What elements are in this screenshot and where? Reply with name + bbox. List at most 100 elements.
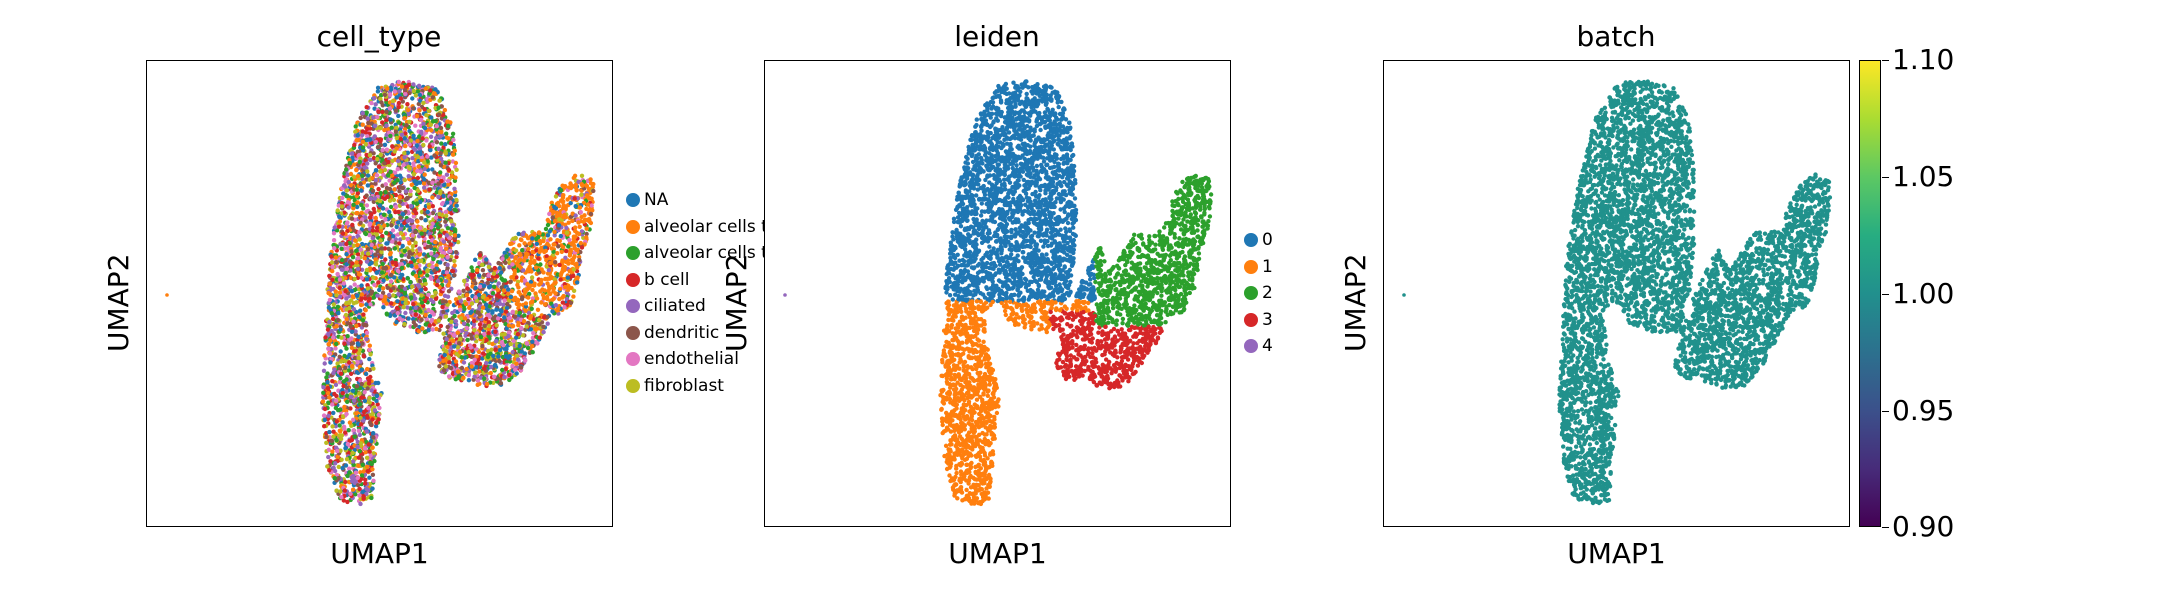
data-point xyxy=(513,295,518,300)
data-point xyxy=(406,263,411,268)
data-point xyxy=(344,346,349,351)
data-point xyxy=(522,241,527,246)
data-point xyxy=(339,201,345,206)
data-point xyxy=(571,288,577,293)
data-point xyxy=(553,260,558,265)
data-point xyxy=(431,306,436,312)
data-point xyxy=(339,335,344,340)
data-point xyxy=(507,298,512,304)
data-point xyxy=(429,276,434,281)
data-point xyxy=(375,85,381,90)
data-point xyxy=(478,326,483,331)
data-point xyxy=(551,296,556,301)
data-point xyxy=(349,345,355,350)
data-point xyxy=(355,266,361,272)
data-point xyxy=(381,278,386,283)
data-point xyxy=(444,131,449,136)
data-point xyxy=(360,462,365,467)
data-point xyxy=(402,286,408,291)
data-point xyxy=(321,385,326,390)
data-point xyxy=(351,243,357,248)
data-point xyxy=(426,328,431,333)
data-point xyxy=(331,238,337,243)
data-point xyxy=(507,259,512,265)
data-point xyxy=(533,248,539,253)
data-point xyxy=(365,126,370,131)
data-point xyxy=(557,262,562,268)
data-point xyxy=(589,203,594,208)
data-point xyxy=(339,457,344,462)
data-point xyxy=(494,307,499,312)
data-point xyxy=(550,309,555,314)
data-point xyxy=(486,308,491,313)
data-point xyxy=(560,300,565,305)
data-point xyxy=(503,366,508,372)
data-point xyxy=(423,286,428,292)
data-point xyxy=(472,374,477,379)
data-point xyxy=(337,366,343,372)
data-point xyxy=(446,355,451,360)
data-point xyxy=(501,288,507,293)
data-point xyxy=(340,414,346,419)
data-point xyxy=(398,184,403,190)
data-point xyxy=(529,344,535,349)
data-point xyxy=(526,295,531,300)
data-point xyxy=(443,160,448,165)
data-point xyxy=(335,361,340,366)
data-point xyxy=(525,345,531,351)
data-point xyxy=(416,83,422,88)
data-point xyxy=(398,275,403,280)
data-point xyxy=(518,237,523,242)
data-point xyxy=(461,360,467,365)
data-point xyxy=(439,178,444,184)
data-point xyxy=(396,120,402,125)
data-point xyxy=(453,175,458,180)
data-point xyxy=(502,332,507,337)
data-point xyxy=(452,233,458,238)
data-point xyxy=(521,258,527,263)
data-point xyxy=(413,296,418,301)
data-point xyxy=(357,486,362,492)
data-point xyxy=(368,453,373,458)
data-point xyxy=(574,247,579,253)
data-point xyxy=(499,340,505,345)
data-point xyxy=(473,370,478,375)
data-point xyxy=(445,265,450,271)
data-point xyxy=(407,227,413,233)
data-point xyxy=(540,232,545,237)
data-point xyxy=(371,435,376,440)
data-point xyxy=(339,246,344,251)
data-point xyxy=(446,136,451,141)
data-point xyxy=(351,462,356,467)
data-point xyxy=(452,344,457,349)
data-point xyxy=(411,172,417,177)
data-point xyxy=(370,235,375,241)
data-point xyxy=(324,440,329,445)
data-point xyxy=(358,501,363,507)
data-point xyxy=(351,174,357,179)
data-point xyxy=(356,351,362,356)
data-point xyxy=(334,341,339,347)
data-point xyxy=(571,294,576,299)
data-point xyxy=(585,202,591,207)
data-point xyxy=(558,272,564,277)
data-point xyxy=(416,101,421,107)
data-point xyxy=(459,365,465,371)
data-point xyxy=(422,172,427,177)
data-point xyxy=(488,370,493,376)
data-point xyxy=(436,105,441,110)
data-point xyxy=(367,475,372,480)
data-point xyxy=(389,223,394,228)
data-point xyxy=(361,322,366,327)
data-point xyxy=(429,251,434,256)
data-point xyxy=(445,262,450,267)
data-point xyxy=(350,155,355,160)
data-point xyxy=(430,195,435,200)
data-point xyxy=(424,113,429,118)
data-point xyxy=(337,423,342,428)
data-point xyxy=(402,177,407,183)
data-point xyxy=(534,241,540,246)
data-point xyxy=(413,229,418,235)
data-point xyxy=(359,241,365,247)
data-point xyxy=(398,237,403,242)
